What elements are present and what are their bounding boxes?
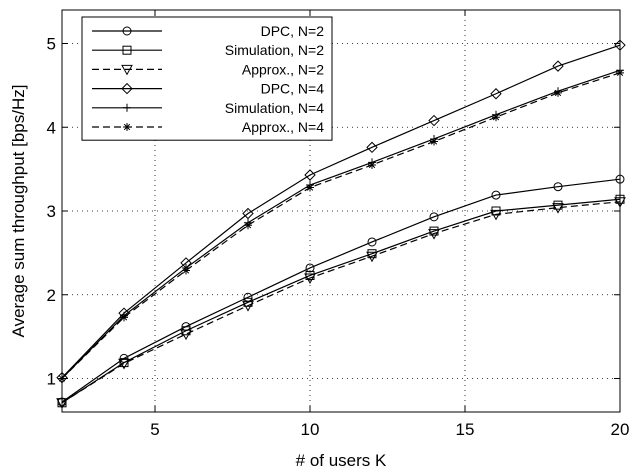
- data-point: [552, 60, 564, 72]
- legend-label: Simulation, N=4: [225, 100, 324, 116]
- legend-item: Simulation, N=4: [92, 100, 324, 116]
- data-point: [244, 221, 252, 230]
- legend-marker: [121, 82, 133, 95]
- data-point: [367, 237, 377, 247]
- data-point: [492, 113, 500, 122]
- legend-marker: [123, 123, 131, 131]
- data-point: [180, 329, 192, 341]
- series-line: [61, 69, 621, 379]
- legend-marker: [123, 103, 131, 112]
- legend-marker: [122, 26, 132, 36]
- data-point: [429, 212, 439, 222]
- y-tick-label: 3: [47, 202, 56, 221]
- series-line: [61, 198, 621, 404]
- legend-label: DPC, N=4: [261, 81, 325, 97]
- legend-label: DPC, N=2: [261, 23, 325, 39]
- data-point: [366, 251, 378, 263]
- data-point: [119, 358, 129, 368]
- x-axis-label: # of users K: [296, 451, 387, 470]
- data-point: [553, 182, 563, 192]
- data-point: [306, 183, 314, 192]
- legend-item: Approx., N=2: [92, 61, 324, 77]
- legend-item: Approx., N=4: [92, 119, 324, 135]
- x-tick-label: 20: [611, 420, 630, 439]
- data-point: [490, 209, 502, 221]
- y-tick-label: 2: [47, 286, 56, 305]
- data-point: [491, 206, 501, 216]
- legend-item: DPC, N=2: [92, 23, 324, 39]
- y-axis-label: Average sum throughput [bps/Hz]: [9, 85, 28, 338]
- legend-label: Approx., N=2: [242, 61, 324, 77]
- y-tick-label: 1: [47, 370, 56, 389]
- data-point: [554, 88, 562, 97]
- legend-box: [81, 16, 333, 141]
- data-point: [242, 207, 254, 220]
- data-point: [366, 141, 378, 154]
- data-point: [181, 326, 191, 336]
- x-tick-label: 5: [150, 420, 159, 439]
- series-line: [61, 178, 621, 403]
- data-point: [182, 266, 190, 275]
- legend-label: Simulation, N=2: [225, 42, 324, 58]
- data-point: [491, 190, 501, 200]
- y-tick-label: 4: [47, 118, 56, 137]
- data-point: [304, 273, 316, 285]
- series-line: [61, 44, 621, 379]
- axis-tick-labels: 5 10 15 20 1 2 3 4 5: [47, 35, 630, 440]
- x-tick-label: 10: [301, 420, 320, 439]
- legend: DPC, N=2 Simulation, N=2 Approx., N=2 DPC, …: [81, 16, 333, 141]
- series-layer: [56, 39, 626, 409]
- data-point: [490, 88, 502, 100]
- data-point: [242, 301, 254, 312]
- axis-ticks: [62, 10, 621, 412]
- data-point: [552, 203, 564, 214]
- data-point: [118, 358, 130, 370]
- legend-label: Approx., N=4: [242, 119, 324, 135]
- data-point: [428, 229, 440, 240]
- data-point: [430, 137, 438, 146]
- legend-marker: [121, 64, 133, 76]
- legend-item: DPC, N=4: [92, 81, 324, 97]
- data-point: [304, 169, 316, 181]
- x-tick-label: 15: [456, 420, 475, 439]
- series-line: [61, 72, 621, 379]
- legend-item: Simulation, N=2: [92, 42, 324, 58]
- y-tick-label: 5: [47, 35, 56, 54]
- series-line: [61, 201, 621, 404]
- data-point: [368, 160, 376, 169]
- data-point: [120, 313, 128, 322]
- data-point: [428, 114, 440, 127]
- legend-marker: [122, 45, 132, 55]
- series-1: [57, 194, 625, 408]
